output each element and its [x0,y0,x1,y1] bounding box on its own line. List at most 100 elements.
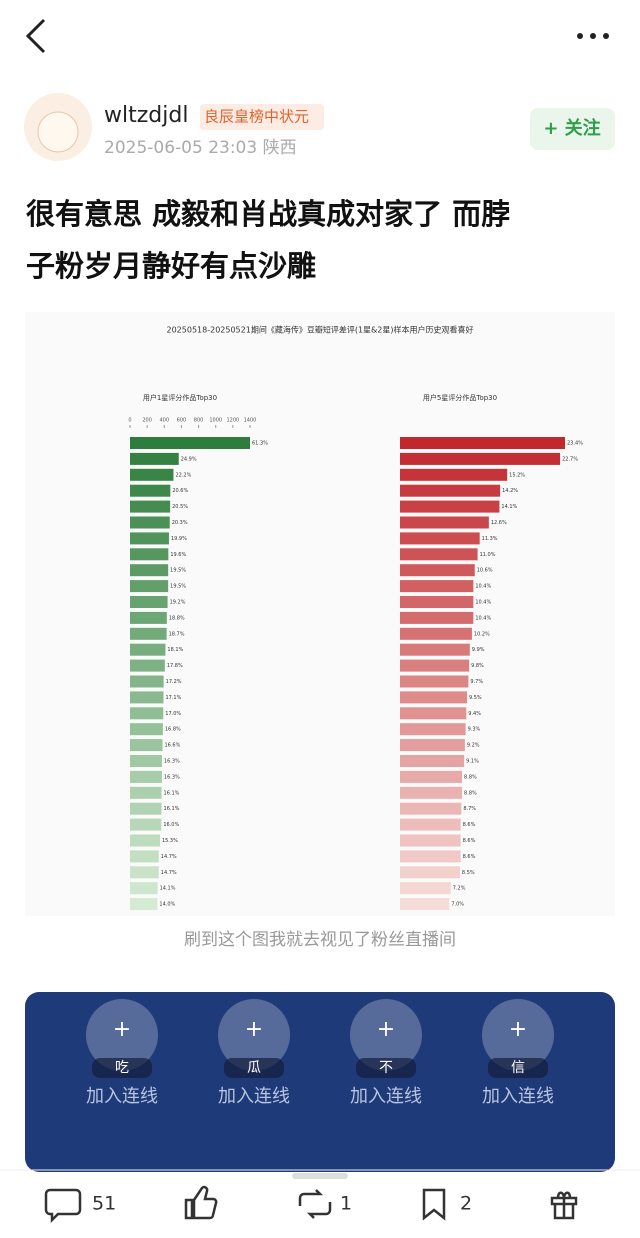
save-icon[interactable] [422,1188,446,1221]
comment-icon[interactable] [44,1188,82,1224]
bar-label: 15.2% [509,472,525,478]
bar-label: 9.3% [468,727,481,733]
back-button[interactable] [25,18,46,54]
bar [400,643,470,656]
seat-bubble[interactable] [86,999,158,1071]
bar-label: 8.5% [462,870,475,876]
follow-button[interactable] [530,108,615,150]
bar-label: 10.4% [475,615,491,621]
bar-label: 11.0% [480,552,496,558]
bar [400,580,474,593]
bar [400,723,466,736]
bar [400,675,469,688]
bar-label: 8.7% [463,806,476,812]
repost-count: 1 [340,1193,352,1215]
username[interactable]: wltzdjdl [104,103,188,128]
bar-label: 16.6% [164,743,180,749]
bar [400,532,480,545]
seat-plus: + [377,1017,395,1042]
x-tick-label: 1400 [244,418,257,424]
bar [400,516,489,529]
bar-label: 19.9% [171,536,187,542]
bar [130,850,159,863]
bar-label: 8.8% [464,790,477,796]
bar-label: 14.2% [502,488,518,494]
bar-label: 19.6% [170,552,186,558]
bar [130,755,162,767]
bar-label: 22.7% [562,456,578,462]
bar-label: 18.8% [169,615,185,621]
bar [130,818,162,831]
post-meta: 2025-06-05 23:03 陕西 [104,138,297,158]
bar [400,468,508,481]
post-text: 子粉岁月静好有点沙雕 [26,249,316,283]
avatar-face [37,111,79,153]
seat-action[interactable]: 加入连线 [350,1086,422,1107]
bar [400,437,565,449]
seat-plus: + [245,1017,263,1042]
seat-bubble[interactable] [482,999,554,1071]
bar [130,659,165,672]
bar [400,500,500,513]
bar [130,834,160,847]
bar [400,898,450,911]
bar [130,675,164,688]
bar [130,739,163,752]
seat-plus: + [509,1017,527,1042]
bar [130,468,174,481]
bar [400,452,561,465]
bar [400,882,451,895]
gift-icon[interactable] [550,1191,578,1220]
seat-name: 吃 [115,1060,129,1076]
bar-label: 16.1% [164,790,180,796]
bar [130,500,171,513]
bar-label: 20.6% [172,488,188,494]
seat-bubble[interactable] [350,999,422,1071]
bar [130,611,167,624]
bar-label: 18.7% [169,631,185,637]
bar-label: 19.5% [170,584,186,590]
bar-label: 16.3% [164,759,180,765]
bar-label: 7.2% [453,886,466,892]
bar-label: 20.5% [172,504,188,510]
bar [400,564,475,577]
bar-label: 8.6% [463,838,476,844]
more-button[interactable] [577,33,609,39]
bar-label: 14.7% [161,870,177,876]
bar [130,643,166,656]
bar [130,516,170,529]
bar [400,691,467,704]
bar-label: 24.9% [181,456,197,462]
bar [400,627,472,640]
bar [130,898,158,911]
bar-label: 9.1% [466,759,479,765]
post-image[interactable] [25,312,615,916]
bar [400,484,501,497]
seat-tag [356,1058,416,1078]
bar-label: 10.4% [475,600,491,606]
x-tick-label: 600 [177,418,187,424]
seat-action[interactable]: 加入连线 [482,1086,554,1107]
bar [400,770,463,783]
seat-action[interactable]: 加入连线 [218,1086,290,1107]
seat-action[interactable]: 加入连线 [86,1086,158,1107]
bar [400,548,478,561]
bar [400,802,462,815]
caption: 刷到这个图我就去视见了粉丝直播间 [184,930,456,950]
chart-subtitle: 用户1星评分作品Top30 [143,393,217,402]
bar-label: 22.2% [175,472,191,478]
bar-label: 20.3% [172,520,188,526]
repost-icon[interactable] [298,1189,332,1219]
bar-label: 9.4% [468,711,481,717]
bar-label: 8.6% [463,822,476,828]
seat-bubble[interactable] [218,999,290,1071]
follow-label[interactable]: + 关注 [543,117,600,139]
bar-label: 8.8% [464,774,477,780]
post-text: 很有意思 成毅和肖战真成对家了 而脖 [26,197,510,231]
bar-label: 17.1% [165,695,181,701]
live-card[interactable] [25,992,615,1172]
bar [130,580,169,593]
like-icon[interactable] [184,1185,218,1220]
bar-label: 8.6% [463,854,476,860]
